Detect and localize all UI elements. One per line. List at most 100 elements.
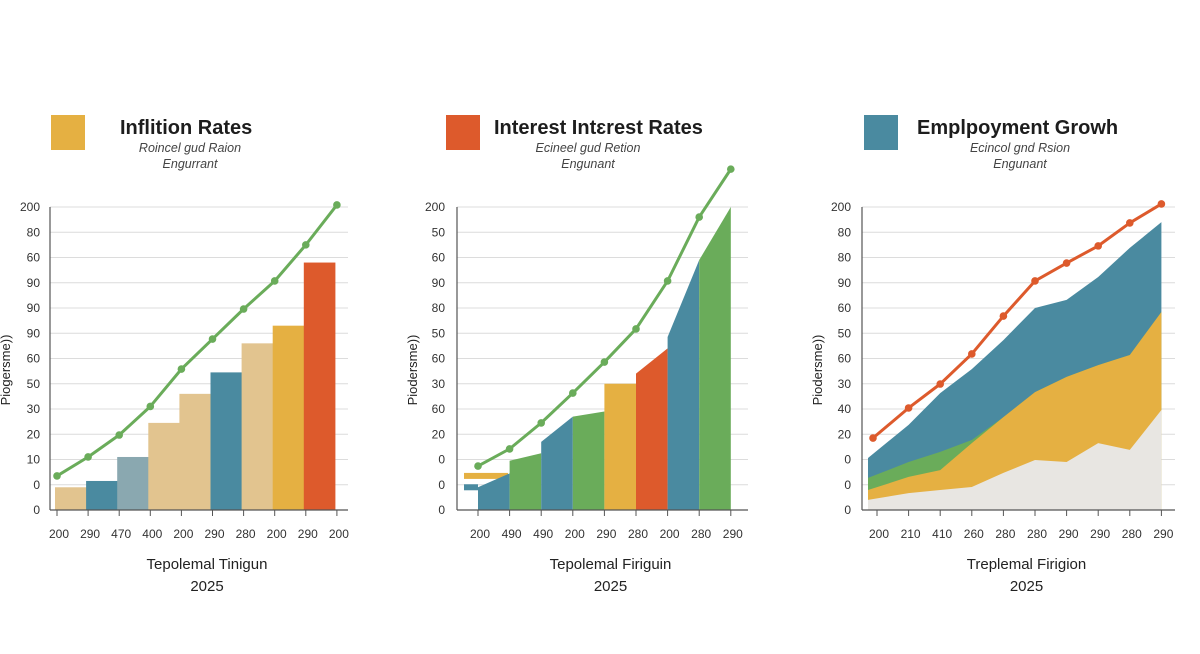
chart-1: Inflition Rates Roincel gud Raion Engurran… bbox=[0, 115, 349, 595]
x-tick-label: 490 bbox=[533, 527, 553, 541]
x-tick-label: 210 bbox=[901, 527, 921, 541]
y-tick-label: 50 bbox=[432, 225, 446, 239]
line-point bbox=[999, 312, 1008, 320]
y-axis-title: Piodersme)) bbox=[405, 335, 420, 406]
chart-title: Inflition Rates bbox=[120, 117, 252, 139]
bar bbox=[241, 343, 274, 510]
x-tick-label: 470 bbox=[111, 527, 131, 541]
legend-swatch bbox=[446, 115, 480, 150]
area-segment bbox=[636, 348, 668, 510]
x-tick-label: 260 bbox=[964, 527, 984, 541]
line-point bbox=[904, 404, 913, 412]
line-point bbox=[1062, 259, 1071, 267]
line-point bbox=[727, 165, 735, 173]
y-tick-label: 200 bbox=[425, 200, 445, 214]
chart-subtitle: Engunant bbox=[993, 157, 1047, 171]
y-tick-label: 80 bbox=[27, 225, 41, 239]
x-tick-label: 290 bbox=[204, 527, 224, 541]
chart-subtitle: Engurrant bbox=[163, 157, 218, 171]
line-point bbox=[1126, 219, 1134, 227]
line-point bbox=[695, 213, 703, 221]
line-point bbox=[115, 431, 123, 439]
legend-swatch bbox=[864, 115, 898, 150]
line-point bbox=[537, 419, 545, 427]
chart-subtitle: Ecineel gud Retion bbox=[536, 141, 641, 155]
y-tick-label: 30 bbox=[838, 377, 852, 391]
y-tick-label: 20 bbox=[432, 427, 446, 441]
stub-bar bbox=[464, 472, 508, 479]
area-segment bbox=[572, 411, 605, 510]
x-tick-label: 400 bbox=[142, 527, 162, 541]
line-point bbox=[936, 380, 944, 388]
y-tick-label: 60 bbox=[838, 352, 852, 366]
y-tick-label: 60 bbox=[432, 251, 446, 265]
y-tick-label: 90 bbox=[27, 301, 41, 315]
y-tick-label: 30 bbox=[27, 402, 41, 416]
x-tick-label: 200 bbox=[660, 527, 680, 541]
year-label: 2025 bbox=[190, 578, 223, 595]
line-point bbox=[208, 335, 217, 343]
y-tick-label: 0 bbox=[33, 503, 40, 517]
x-tick-label: 290 bbox=[298, 527, 318, 541]
bar bbox=[86, 480, 118, 510]
line-point bbox=[302, 241, 310, 249]
chart-3: Emplpoyment Growh Ecincol gnd Rsion Enguna… bbox=[810, 115, 1175, 595]
line-point bbox=[1157, 200, 1166, 208]
y-tick-label: 90 bbox=[27, 276, 41, 290]
x-tick-label: 290 bbox=[1090, 527, 1110, 541]
year-label: 2025 bbox=[1010, 578, 1043, 595]
bar bbox=[148, 422, 180, 510]
legend-swatch bbox=[51, 115, 85, 150]
y-tick-label: 10 bbox=[27, 453, 41, 467]
x-tick-label: 200 bbox=[869, 527, 889, 541]
x-tick-label: 200 bbox=[49, 527, 69, 541]
line-point bbox=[146, 402, 155, 411]
bar bbox=[303, 262, 336, 510]
series-line bbox=[56, 204, 339, 478]
x-axis-title: Tepolemal Tinigun bbox=[147, 556, 268, 573]
y-tick-label: 50 bbox=[27, 377, 41, 391]
x-tick-label: 290 bbox=[1153, 527, 1173, 541]
x-tick-label: 410 bbox=[932, 527, 952, 541]
line-point bbox=[333, 201, 341, 209]
y-tick-label: 50 bbox=[432, 326, 446, 340]
x-tick-label: 280 bbox=[1122, 527, 1142, 541]
y-tick-label: 20 bbox=[27, 427, 41, 441]
x-axis-title: Tepolemal Firiguin bbox=[550, 556, 672, 573]
area-segment bbox=[699, 207, 731, 510]
x-tick-label: 200 bbox=[470, 527, 490, 541]
y-tick-label: 90 bbox=[432, 276, 446, 290]
y-tick-label: 80 bbox=[838, 251, 852, 265]
line-point bbox=[968, 350, 976, 358]
line-point bbox=[474, 462, 482, 470]
x-tick-label: 280 bbox=[995, 527, 1015, 541]
bar bbox=[272, 325, 305, 510]
y-axis-title: Piodersme)) bbox=[810, 335, 825, 406]
line-point bbox=[177, 365, 186, 373]
line-point bbox=[663, 277, 672, 285]
y-tick-label: 0 bbox=[844, 453, 851, 467]
y-tick-label: 60 bbox=[432, 352, 446, 366]
chart-subtitle: Roincel gud Raion bbox=[139, 141, 241, 155]
y-tick-label: 80 bbox=[432, 301, 446, 315]
area-segment bbox=[541, 416, 573, 510]
area-segment bbox=[478, 473, 510, 510]
x-tick-label: 290 bbox=[596, 527, 616, 541]
y-tick-label: 0 bbox=[438, 478, 445, 492]
line-point bbox=[1094, 242, 1102, 250]
area-segment bbox=[604, 383, 636, 510]
y-tick-label: 20 bbox=[838, 427, 852, 441]
x-tick-label: 290 bbox=[1059, 527, 1079, 541]
y-tick-label: 50 bbox=[838, 326, 852, 340]
line-point bbox=[270, 277, 279, 285]
x-tick-label: 200 bbox=[173, 527, 193, 541]
line-point bbox=[1031, 277, 1039, 285]
line-point bbox=[869, 434, 877, 442]
x-tick-label: 200 bbox=[329, 527, 349, 541]
x-tick-label: 280 bbox=[236, 527, 256, 541]
y-tick-label: 80 bbox=[838, 225, 852, 239]
bar bbox=[55, 487, 87, 510]
chart-subtitle: Engunant bbox=[561, 157, 615, 171]
bar bbox=[210, 372, 243, 510]
